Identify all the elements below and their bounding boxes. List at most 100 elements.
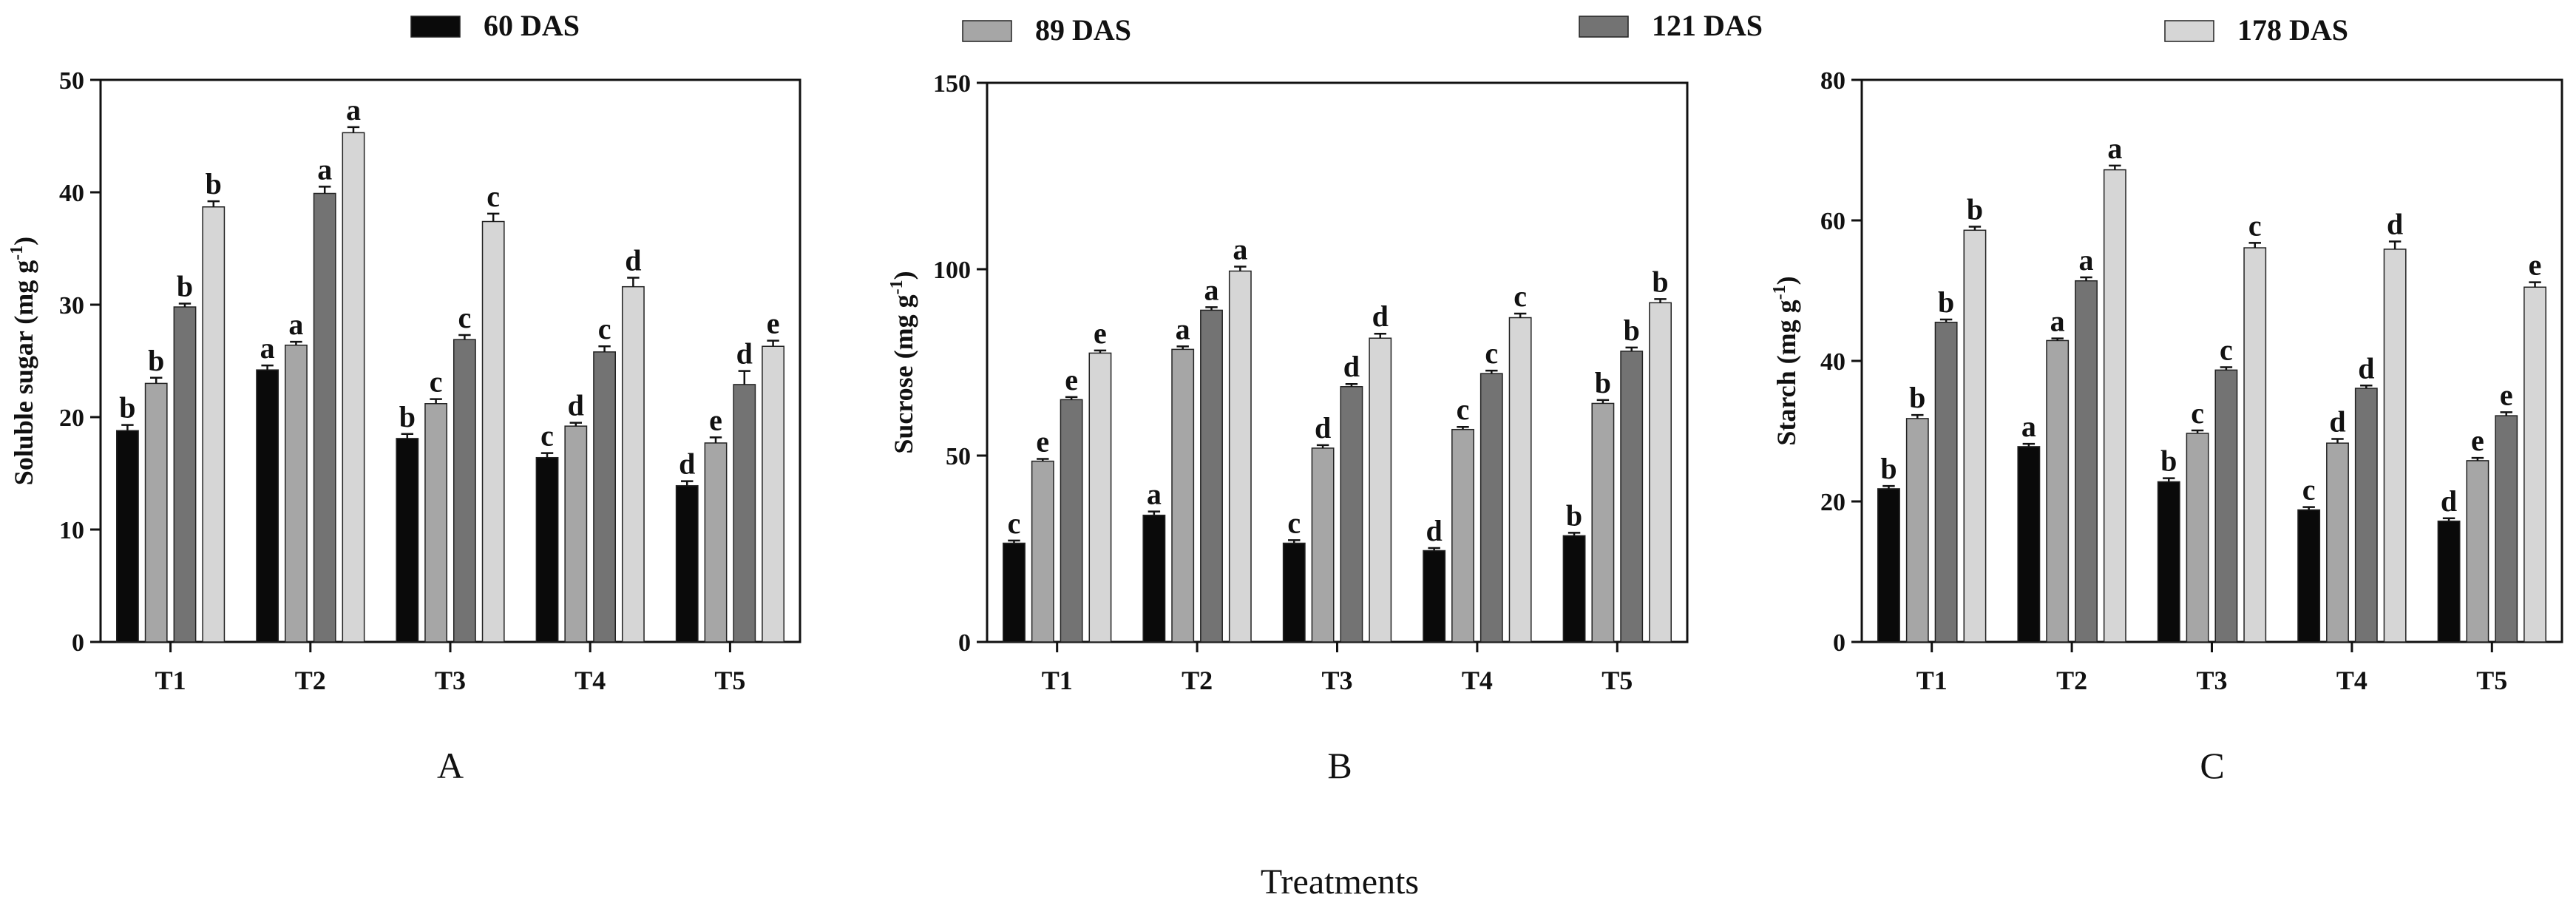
significance-letter: a [1233, 232, 1247, 266]
y-axis-label-close: ) [9, 237, 38, 246]
category-label: T4 [2336, 666, 2367, 695]
bar [1171, 348, 1195, 643]
significance-letter: d [2387, 208, 2403, 241]
y-axis-label-main: Soluble sugar (mg g [9, 260, 38, 485]
significance-letter: b [148, 344, 164, 377]
bar [535, 456, 559, 643]
bar [1963, 229, 1987, 643]
y-axis-label: Sucrose (mg g-1) [887, 271, 918, 453]
legend-label: 89 DAS [1035, 13, 1131, 47]
significance-letter: c [1457, 393, 1470, 426]
bar [564, 425, 588, 643]
bar [704, 442, 728, 643]
y-tick-label: 20 [59, 405, 84, 432]
significance-letter: c [1485, 337, 1498, 370]
y-axis-label-main: Starch (mg g [1772, 300, 1801, 445]
significance-letter: e [2500, 378, 2513, 411]
y-axis-label: Soluble sugar (mg g-1) [7, 237, 38, 485]
legend: 60 DAS 89 DAS 121 DAS 178 DAS [410, 9, 2348, 47]
bar [313, 192, 336, 643]
significance-letter: a [346, 93, 361, 126]
bar [2524, 286, 2546, 643]
bar [116, 430, 139, 643]
significance-letter: b [177, 269, 193, 302]
y-tick-label: 0 [72, 629, 84, 657]
legend-swatch [410, 16, 461, 38]
bar [1649, 302, 1672, 643]
category-label: T3 [1321, 666, 1352, 695]
bar [202, 206, 226, 643]
significance-letter: a [2021, 410, 2036, 443]
significance-letter: c [598, 312, 611, 345]
significance-letter: a [317, 152, 332, 186]
significance-letter: c [1287, 506, 1301, 539]
significance-letter: b [1909, 381, 1925, 414]
significance-letter: c [1008, 507, 1021, 540]
significance-letter: e [709, 403, 722, 436]
significance-letter: a [1204, 273, 1219, 306]
y-axis-label-superscript: -1 [7, 246, 27, 260]
significance-letter: c [2248, 209, 2262, 242]
significance-letter: a [260, 331, 275, 365]
y-tick-label: 50 [59, 67, 84, 95]
bar [1620, 351, 1644, 643]
bar [1591, 402, 1615, 643]
bar [2466, 460, 2489, 643]
bar [1934, 322, 1958, 643]
bar [1451, 428, 1474, 643]
category-label: T1 [1916, 666, 1948, 695]
y-tick-label: 0 [958, 629, 971, 657]
significance-letter: e [2471, 424, 2484, 457]
significance-letter: e [1065, 363, 1078, 396]
bar [2214, 369, 2238, 643]
significance-letter: d [1315, 411, 1331, 444]
bar [1228, 270, 1252, 643]
y-axis-label: Starch (mg g-1) [1770, 276, 1801, 445]
legend-item: 121 DAS [1579, 9, 1763, 42]
bar [396, 438, 419, 643]
significance-letter: d [1343, 350, 1360, 383]
bar [1088, 352, 1112, 643]
significance-letter: b [399, 400, 416, 433]
significance-letter: c [458, 301, 472, 334]
category-label: T5 [714, 666, 745, 695]
bar [2017, 446, 2041, 643]
category-label: T2 [295, 666, 326, 695]
category-label: T4 [574, 666, 606, 695]
y-tick-label: 150 [933, 70, 971, 98]
significance-letter: d [568, 389, 584, 422]
category-label: T1 [155, 666, 186, 695]
bar [733, 384, 756, 643]
bar [144, 382, 168, 643]
legend-swatch [1579, 16, 1629, 38]
significance-letter: a [2050, 305, 2065, 338]
bar [284, 344, 308, 643]
bar [481, 220, 505, 643]
y-tick-label: 50 [946, 443, 971, 470]
significance-letter: b [2160, 444, 2177, 478]
bar [2157, 481, 2180, 643]
x-common-label: Treatments [1261, 862, 1419, 902]
significance-letter: b [206, 167, 222, 200]
significance-letter: c [1514, 280, 1527, 313]
legend-swatch [2164, 20, 2214, 42]
legend-item: 60 DAS [410, 9, 580, 42]
bar [1479, 373, 1503, 643]
significance-letter: c [2302, 473, 2316, 507]
y-axis-label-superscript: -1 [1770, 285, 1789, 300]
panel-letter: A [437, 745, 464, 786]
y-axis-label-close: ) [889, 271, 918, 280]
y-tick-label: 80 [1820, 67, 1845, 95]
bar [1003, 542, 1026, 643]
significance-letter: a [2107, 132, 2122, 165]
category-label: T3 [2196, 666, 2227, 695]
y-tick-label: 60 [1820, 208, 1845, 235]
bar [1508, 317, 1532, 643]
legend-swatch [962, 20, 1012, 42]
